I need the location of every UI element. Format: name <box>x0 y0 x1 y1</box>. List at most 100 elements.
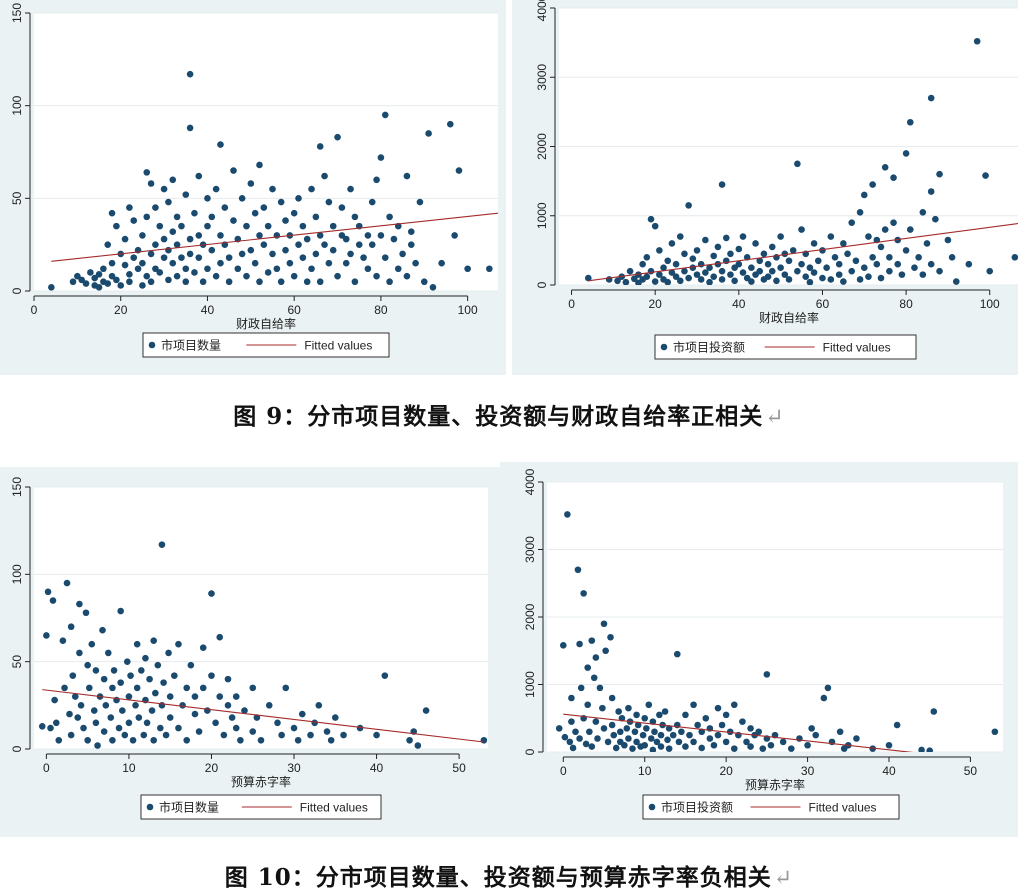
data-point <box>918 746 925 752</box>
data-point <box>714 260 722 268</box>
data-point <box>67 623 75 631</box>
data-point <box>944 236 952 244</box>
plot-area <box>34 487 488 749</box>
data-point <box>789 247 797 254</box>
data-point <box>698 744 706 752</box>
data-point <box>722 738 730 746</box>
data-point <box>706 264 713 271</box>
legend-marker <box>146 803 154 811</box>
legend-marker <box>660 343 668 351</box>
legend-marker <box>148 341 156 349</box>
data-point <box>718 181 726 188</box>
data-point <box>464 265 471 273</box>
data-point <box>66 710 73 718</box>
data-point <box>982 172 989 179</box>
data-point <box>234 265 242 273</box>
data-point <box>329 222 337 230</box>
data-point <box>191 209 198 217</box>
data-point <box>759 745 767 752</box>
data-point <box>641 741 649 749</box>
data-point <box>886 253 893 261</box>
x-tick-label: 40 <box>370 761 384 775</box>
data-point <box>727 250 734 258</box>
data-point <box>615 708 622 715</box>
data-point <box>810 240 818 247</box>
data-point <box>88 640 96 648</box>
data-point <box>798 226 805 233</box>
data-point <box>592 718 600 725</box>
data-point <box>881 163 889 171</box>
data-point <box>932 215 939 223</box>
data-point <box>756 257 764 265</box>
x-axis-label: 财政自给率 <box>759 310 819 325</box>
data-point <box>743 738 750 746</box>
data-point <box>260 204 268 211</box>
data-point <box>577 684 585 692</box>
x-tick-label: 60 <box>816 297 830 311</box>
data-point <box>117 679 124 686</box>
data-point <box>47 724 54 732</box>
data-point <box>768 267 776 275</box>
y-tick-label: 1000 <box>535 202 549 229</box>
data-point <box>278 731 285 739</box>
data-point <box>126 204 133 211</box>
data-point <box>592 654 600 661</box>
data-point <box>123 658 131 665</box>
data-point <box>869 253 876 261</box>
data-point <box>730 701 738 709</box>
data-point <box>360 254 367 261</box>
data-point <box>208 246 216 254</box>
data-point <box>706 278 713 285</box>
x-tick-label: 60 <box>288 303 302 317</box>
legend-label-series: 市项目数量 <box>159 800 219 815</box>
data-point <box>820 694 828 702</box>
data-point <box>726 728 734 736</box>
data-point <box>739 269 747 276</box>
data-point <box>95 283 103 291</box>
data-point <box>881 226 889 233</box>
data-point <box>139 259 146 267</box>
data-point <box>256 232 263 239</box>
data-point <box>685 274 692 282</box>
data-point <box>183 684 191 692</box>
data-point <box>693 271 701 278</box>
data-point <box>764 273 772 280</box>
data-point <box>710 252 718 260</box>
data-point <box>827 276 835 283</box>
data-point <box>232 724 240 732</box>
data-point <box>327 736 335 744</box>
data-point <box>108 209 116 217</box>
data-point <box>225 254 233 261</box>
data-point <box>104 280 112 287</box>
data-point <box>616 728 624 736</box>
data-point <box>377 232 385 239</box>
data-point <box>290 272 298 280</box>
data-point <box>653 738 661 746</box>
data-point <box>204 265 211 273</box>
data-point <box>182 191 190 198</box>
data-point <box>115 724 123 732</box>
data-point <box>169 259 177 267</box>
data-point <box>569 744 577 752</box>
data-point <box>633 738 640 746</box>
data-point <box>739 718 746 725</box>
data-point <box>455 167 463 174</box>
data-point <box>739 233 747 240</box>
data-point <box>651 222 659 230</box>
data-point <box>134 265 142 273</box>
data-point <box>299 254 307 261</box>
x-tick-label: 80 <box>899 297 913 311</box>
x-tick-label: 20 <box>205 761 219 775</box>
caption-text-9: 图 9：分市项目数量、投资额与财政自给率正相关 <box>233 403 764 430</box>
data-point <box>689 264 697 271</box>
data-point <box>927 188 935 195</box>
y-tick-label: 0 <box>10 745 24 752</box>
data-point <box>657 731 665 739</box>
data-point <box>586 728 593 736</box>
scatter-points <box>48 70 493 291</box>
data-point <box>351 213 359 221</box>
data-point <box>568 694 575 702</box>
data-point <box>277 198 285 206</box>
data-point <box>566 738 574 746</box>
data-point <box>425 130 432 137</box>
